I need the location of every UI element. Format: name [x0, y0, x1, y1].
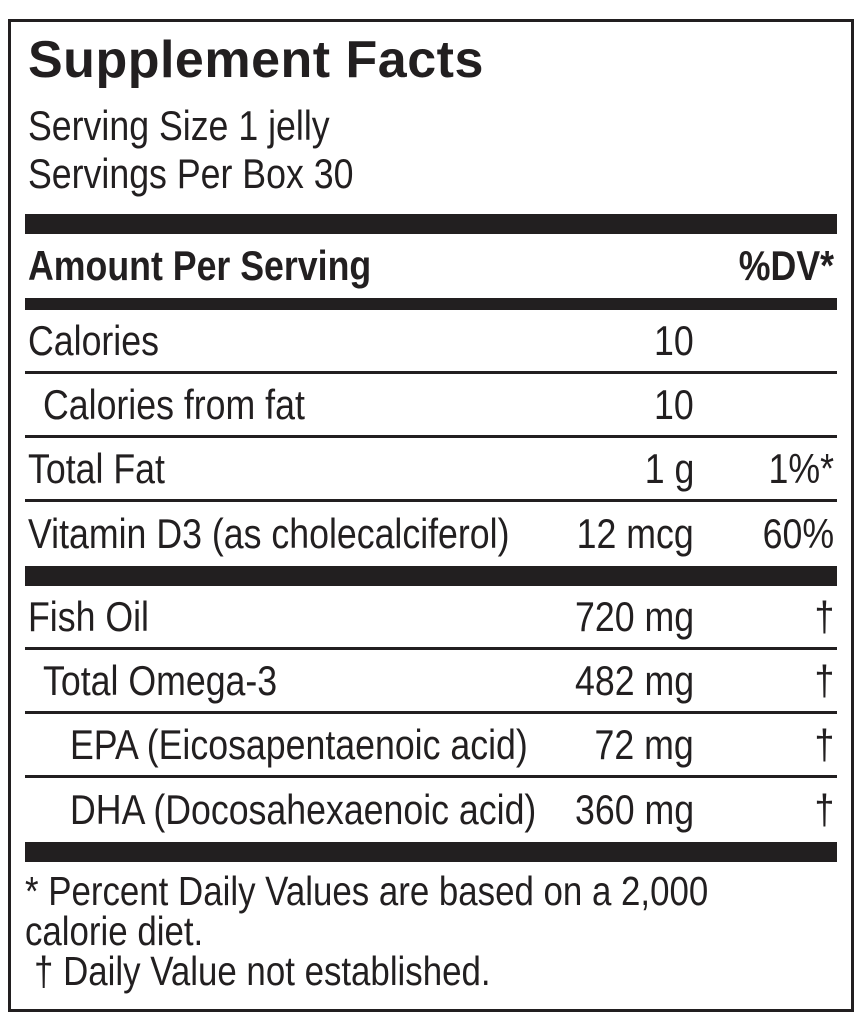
table-row: DHA (Docosahexaenoic acid) 360 mg † — [25, 778, 837, 842]
nutrient-dv: † — [814, 656, 834, 704]
nutrient-name: Total Omega-3 — [43, 656, 278, 704]
table-row: Vitamin D3 (as cholecalciferol) 12 mcg 60% — [25, 502, 837, 566]
table-row: Total Fat 1 g 1%* — [25, 438, 837, 502]
column-header-row: Amount Per Serving %DV* — [25, 234, 837, 298]
nutrient-amount: 12 mcg — [576, 510, 694, 557]
nutrients-section-1: Calories 10 Calories from fat 10 Total Fat 1 … — [25, 310, 837, 566]
supplement-facts-panel: Supplement Facts Serving Size 1 jelly Se… — [8, 19, 854, 1012]
separator-bar-medium — [25, 298, 837, 310]
nutrient-dv — [694, 317, 837, 365]
nutrient-dv — [694, 381, 837, 429]
nutrient-amount: 482 mg — [574, 656, 694, 704]
table-row: EPA (Eicosapentaenoic acid) 72 mg † — [25, 714, 837, 778]
nutrients-section-2: Fish Oil 720 mg † Total Omega-3 482 mg † EPA (… — [25, 586, 837, 842]
nutrient-name: Total Fat — [28, 444, 165, 492]
nutrient-dv: 1%* — [768, 444, 834, 492]
separator-bar-thick — [25, 214, 837, 234]
footnote-dv-line-2: calorie diet. — [25, 908, 204, 954]
servings-per-box-line: Servings Per Box 30 — [28, 150, 354, 197]
footnotes: * Percent Daily Values are based on a 2,… — [25, 868, 837, 994]
nutrient-name: Fish Oil — [28, 592, 150, 640]
amount-per-serving-header: Amount Per Serving — [28, 242, 372, 289]
table-row: Calories from fat 10 — [25, 374, 837, 438]
percent-dv-header: %DV* — [738, 242, 834, 289]
separator-bar-thick — [25, 566, 837, 586]
nutrient-dv: † — [814, 786, 834, 833]
nutrient-amount: 72 mg — [594, 720, 694, 768]
separator-bar-thick — [25, 842, 837, 862]
table-row: Calories 10 — [25, 310, 837, 374]
footnote-dagger-line: † Daily Value not established. — [34, 948, 491, 994]
nutrient-name: Calories — [28, 316, 159, 364]
nutrient-amount: 360 mg — [574, 786, 694, 833]
serving-size-line: Serving Size 1 jelly — [28, 102, 330, 149]
nutrient-amount: 1 g — [644, 444, 694, 492]
table-row: Fish Oil 720 mg † — [25, 586, 837, 650]
nutrient-amount: 720 mg — [574, 592, 694, 640]
panel-title: Supplement Facts — [28, 31, 484, 89]
table-row: Total Omega-3 482 mg † — [25, 650, 837, 714]
nutrient-amount: 10 — [654, 316, 694, 364]
nutrient-name: Calories from fat — [43, 380, 305, 428]
nutrient-name: Vitamin D3 (as cholecalciferol) — [28, 510, 510, 557]
nutrient-amount: 10 — [654, 380, 694, 428]
serving-info: Serving Size 1 jelly Servings Per Box 30 — [25, 102, 837, 198]
nutrient-dv: 60% — [762, 510, 834, 557]
nutrient-name: DHA (Docosahexaenoic acid) — [70, 786, 537, 833]
footnote-dv-line-1: * Percent Daily Values are based on a 2,… — [25, 868, 709, 914]
nutrient-dv: † — [814, 592, 834, 640]
nutrient-dv: † — [814, 720, 834, 768]
nutrient-name: EPA (Eicosapentaenoic acid) — [70, 720, 528, 768]
